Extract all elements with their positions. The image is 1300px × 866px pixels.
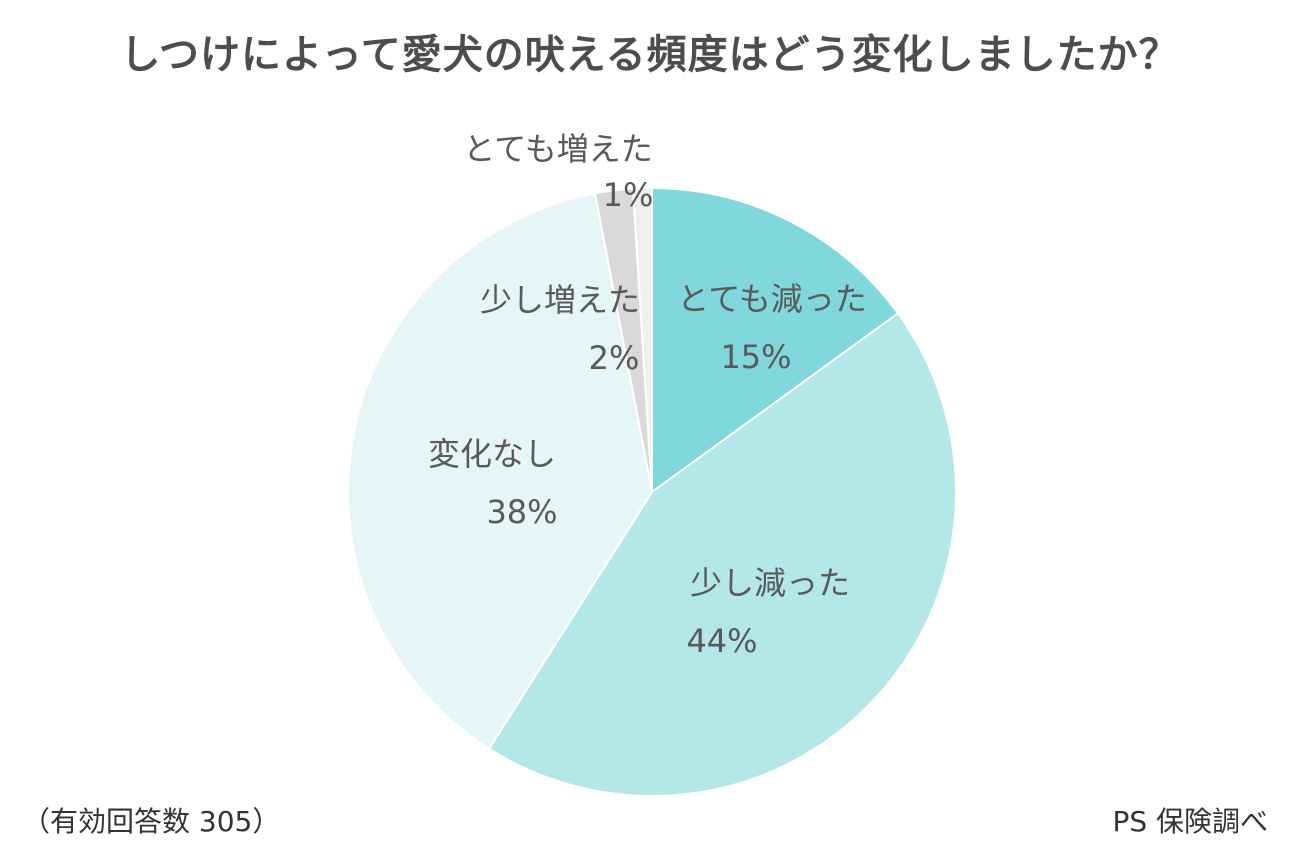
pie-slice-1 (651, 186, 900, 494)
pie-slices (346, 186, 957, 798)
slice-value-label: 15% (720, 338, 791, 376)
slice-value-label: 38% (486, 493, 557, 531)
slice-category-label: 少し増えた (480, 281, 640, 319)
pie-slice-5 (631, 186, 653, 493)
source-note: PS 保険調べ (1112, 805, 1268, 838)
slice-category-label: とても減った (677, 280, 866, 318)
pie-slice-2 (487, 311, 957, 798)
sample-size-note: （有効回答数 305） (22, 805, 281, 838)
chart-title: しつけによって愛犬の吠える頻度はどう変化しましたか？ (120, 32, 1180, 78)
slice-value-label: 1% (603, 176, 654, 214)
slice-value-label: 44% (686, 622, 757, 660)
slice-value-label: 2% (589, 339, 640, 377)
slice-category-label: 少し減った (690, 564, 850, 602)
pie-labels: とても減った 15% 少し減った 44% 変化なし 38% 少し増えた 2% とても増えた 1% (428, 130, 867, 660)
slice-category-label: 変化なし (428, 435, 556, 473)
pie-slice-3 (346, 192, 654, 751)
slice-category-label: とても増えた (463, 130, 652, 168)
